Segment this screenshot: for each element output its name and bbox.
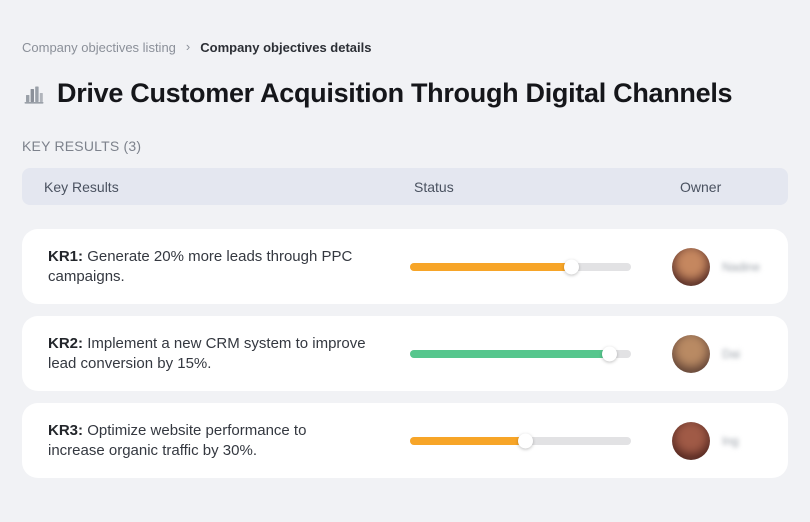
column-header-key-results: Key Results — [44, 178, 119, 195]
progress-fill — [410, 349, 609, 358]
progress-track[interactable] — [410, 346, 631, 361]
progress-fill — [410, 262, 572, 271]
progress-handle[interactable] — [601, 346, 617, 361]
avatar — [672, 247, 710, 286]
kr-label: KR2: — [48, 334, 84, 352]
key-result-text: KR1: Generate 20% more leads through PPC… — [22, 247, 410, 287]
avatar-photo — [672, 421, 710, 460]
breadcrumb: Company objectives listing › Company obj… — [22, 39, 788, 55]
kr-description: Implement a new CRM system to improve le… — [48, 334, 366, 372]
key-result-text: KR2: Implement a new CRM system to impro… — [22, 334, 410, 374]
status-cell — [410, 433, 672, 448]
status-cell — [410, 259, 672, 274]
key-result-text: KR3: Optimize website performance to inc… — [22, 421, 410, 461]
avatar — [672, 334, 710, 373]
avatar-photo — [672, 247, 710, 286]
breadcrumb-link-objectives-listing[interactable]: Company objectives listing — [22, 40, 176, 55]
page-title: Drive Customer Acquisition Through Digit… — [57, 78, 733, 108]
avatar-photo — [672, 334, 710, 373]
objective-details-page: Company objectives listing › Company obj… — [22, 39, 788, 478]
avatar — [672, 421, 710, 460]
title-row: Drive Customer Acquisition Through Digit… — [22, 78, 788, 109]
key-results-count-label: KEY RESULTS (3) — [22, 138, 142, 154]
column-header-owner: Owner — [680, 178, 722, 195]
owner-cell: Ing — [672, 421, 788, 460]
kr-description: Optimize website performance to increase… — [48, 421, 307, 459]
progress-track[interactable] — [410, 259, 631, 274]
key-results-list: KR1: Generate 20% more leads through PPC… — [22, 229, 788, 478]
kr-label: KR1: — [48, 247, 84, 265]
status-cell — [410, 346, 672, 361]
key-result-row[interactable]: KR1: Generate 20% more leads through PPC… — [22, 229, 788, 304]
breadcrumb-current-objectives-details: Company objectives details — [200, 40, 372, 55]
owner-cell: Nadine — [672, 247, 788, 286]
table-header: Key Results Status Owner — [22, 168, 788, 205]
key-result-row[interactable]: KR2: Implement a new CRM system to impro… — [22, 316, 788, 391]
progress-handle[interactable] — [517, 433, 533, 448]
kr-description: Generate 20% more leads through PPC camp… — [48, 247, 353, 285]
owner-name: Ing — [722, 433, 739, 448]
column-header-status: Status — [414, 178, 454, 195]
owner-cell: Dai — [672, 334, 788, 373]
progress-fill — [410, 436, 525, 445]
kr-label: KR3: — [48, 421, 84, 439]
owner-name: Dai — [722, 346, 741, 361]
owner-name: Nadine — [722, 259, 761, 274]
key-result-row[interactable]: KR3: Optimize website performance to inc… — [22, 403, 788, 478]
chevron-right-icon: › — [185, 39, 191, 54]
progress-handle[interactable] — [564, 259, 580, 274]
progress-track[interactable] — [410, 433, 631, 448]
bar-chart-icon — [22, 82, 46, 106]
